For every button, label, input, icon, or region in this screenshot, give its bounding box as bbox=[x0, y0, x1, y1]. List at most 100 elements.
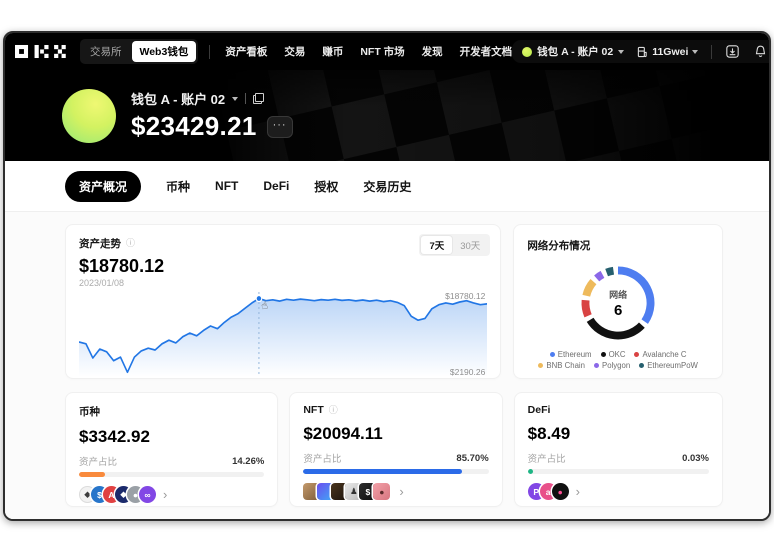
nft-progress-fill bbox=[303, 469, 463, 474]
chevron-down-icon bbox=[692, 49, 699, 54]
donut-segment-ethereumpow bbox=[605, 266, 615, 277]
chevron-right-icon[interactable]: › bbox=[399, 484, 404, 499]
donut-center-value: 6 bbox=[613, 301, 623, 319]
donut-center: 网络 6 bbox=[576, 261, 660, 345]
tab-coins[interactable]: 币种 bbox=[166, 179, 191, 194]
chevron-right-icon[interactable]: › bbox=[575, 484, 580, 499]
ratio-value: 14.26% bbox=[232, 455, 265, 467]
nav-item-dev-docs[interactable]: 开发者文档 bbox=[459, 46, 513, 58]
nft-ape-thumb bbox=[303, 483, 321, 500]
nav-divider bbox=[711, 44, 713, 59]
tab-defi[interactable]: DeFi bbox=[263, 179, 290, 193]
legend-dot bbox=[549, 352, 555, 357]
defi-value: $8.49 bbox=[527, 424, 571, 443]
app-window: 交易所 Web3钱包 资产看板 交易 赚币 NFT 市场 发现 开发者文档 钱包… bbox=[3, 31, 771, 521]
chart-high-label: $18780.12 bbox=[445, 291, 486, 301]
info-icon[interactable]: ⓘ bbox=[328, 404, 338, 415]
gas-value: 11Gwei bbox=[652, 45, 689, 58]
toggle-web3-wallet[interactable]: Web3钱包 bbox=[131, 41, 197, 62]
coins-value: $3342.92 bbox=[79, 427, 150, 446]
nav-menu: 资产看板 交易 赚币 NFT 市场 发现 开发者文档 bbox=[225, 44, 512, 59]
coins-token-row: ◆ $ A ◆ ● ∞ › bbox=[79, 486, 264, 503]
donut-segment-bnb-chain bbox=[582, 279, 597, 297]
tab-asset-overview[interactable]: 资产概况 bbox=[65, 170, 142, 202]
defi-card-title: DeFi bbox=[527, 404, 551, 416]
range-30d-button[interactable]: 30天 bbox=[452, 236, 488, 254]
okx-logo[interactable] bbox=[15, 44, 69, 59]
info-icon[interactable]: ⓘ bbox=[126, 238, 136, 248]
polygon-icon: ∞ bbox=[139, 486, 156, 503]
nav-divider bbox=[209, 44, 211, 59]
wallet-header: 钱包 A - 账户 02 $23429.21 ··· bbox=[5, 70, 769, 161]
product-toggle: 交易所 Web3钱包 bbox=[80, 39, 199, 64]
copy-address-icon[interactable] bbox=[253, 93, 265, 104]
legend-item-ethereum: Ethereum bbox=[549, 350, 592, 359]
toggle-exchange[interactable]: 交易所 bbox=[82, 41, 130, 62]
account-label: 钱包 A - 账户 02 bbox=[537, 46, 614, 58]
defi-black-icon: ● bbox=[551, 483, 569, 500]
nav-right: 钱包 A - 账户 02 11Gwei bbox=[512, 40, 769, 63]
legend-item-polygon: Polygon bbox=[594, 361, 630, 370]
gas-price[interactable]: 11Gwei bbox=[637, 45, 699, 58]
nft-card: NFT ⓘ $20094.11 资产占比 85.70% ♟ $ ● › bbox=[289, 392, 503, 507]
defi-progress-bar bbox=[527, 469, 709, 474]
line-chart[interactable]: $18780.12 $2190.26 ☝ bbox=[79, 291, 488, 377]
nft-value: $20094.11 bbox=[303, 424, 383, 443]
coins-progress-fill bbox=[79, 472, 106, 477]
legend-dot bbox=[639, 363, 645, 368]
nav-item-nft-market[interactable]: NFT 市场 bbox=[360, 46, 405, 58]
asset-trend-card: 资产走势 ⓘ 7天 30天 $18780.12 2023/01/08 bbox=[65, 224, 502, 379]
nav-item-asset-board[interactable]: 资产看板 bbox=[225, 46, 268, 58]
ratio-value: 0.03% bbox=[682, 452, 709, 464]
network-legend: Ethereum OKC Avalanche C BNB Chain Polygon Et… bbox=[527, 350, 709, 370]
chevron-right-icon[interactable]: › bbox=[163, 487, 168, 502]
nav-item-discover[interactable]: 发现 bbox=[421, 46, 443, 58]
defi-progress-fill bbox=[527, 469, 533, 474]
network-donut[interactable]: 网络 6 bbox=[576, 261, 660, 345]
legend-dot bbox=[600, 352, 606, 357]
download-icon[interactable] bbox=[725, 44, 740, 59]
nft-dark-thumb bbox=[331, 483, 349, 500]
ratio-label: 资产占比 bbox=[79, 457, 118, 468]
more-actions-button[interactable]: ··· bbox=[266, 115, 293, 138]
donut-segment-avalanche-c bbox=[581, 299, 592, 318]
network-donut-svg bbox=[581, 266, 655, 340]
account-selector[interactable]: 钱包 A - 账户 02 bbox=[522, 44, 625, 59]
asset-trend-title: 资产走势 bbox=[79, 238, 121, 250]
chevron-down-icon bbox=[618, 49, 625, 54]
tab-bar: 资产概况 币种 NFT DeFi 授权 交易历史 bbox=[5, 161, 769, 211]
coins-card-title: 币种 bbox=[79, 406, 100, 418]
backdrop-fade bbox=[5, 70, 769, 161]
coins-progress-bar bbox=[79, 472, 265, 477]
tab-approvals[interactable]: 授权 bbox=[314, 179, 339, 194]
chart-low-label: $2190.26 bbox=[449, 367, 486, 377]
wallet-name[interactable]: 钱包 A - 账户 02 bbox=[131, 92, 226, 107]
ratio-label: 资产占比 bbox=[303, 454, 342, 465]
nft-pink-thumb: ● bbox=[373, 483, 391, 500]
range-7d-button[interactable]: 7天 bbox=[421, 236, 453, 254]
nft-progress-bar bbox=[303, 469, 489, 474]
donut-center-label: 网络 bbox=[609, 289, 628, 300]
tab-nft[interactable]: NFT bbox=[215, 179, 239, 193]
nft-black-thumb: $ bbox=[359, 483, 377, 500]
legend-item-okc: OKC bbox=[600, 350, 625, 359]
nav-item-trade[interactable]: 交易 bbox=[284, 46, 306, 58]
top-navbar: 交易所 Web3钱包 资产看板 交易 赚币 NFT 市场 发现 开发者文档 钱包… bbox=[5, 33, 769, 70]
donut-segment-ethereum bbox=[617, 266, 655, 324]
line-chart-svg bbox=[79, 292, 488, 377]
donut-segment-polygon bbox=[594, 270, 605, 282]
divider bbox=[245, 93, 247, 104]
wallet-avatar[interactable] bbox=[62, 88, 116, 143]
chart-date: 2023/01/08 bbox=[79, 278, 125, 288]
nft-card-title: NFT bbox=[303, 404, 324, 416]
range-toggle: 7天 30天 bbox=[419, 234, 491, 256]
tab-history[interactable]: 交易历史 bbox=[363, 179, 412, 194]
chevron-down-icon[interactable] bbox=[232, 96, 239, 101]
nav-item-earn[interactable]: 赚币 bbox=[322, 46, 344, 58]
legend-item-ethereumpow: EthereumPoW bbox=[639, 361, 698, 370]
bell-icon[interactable] bbox=[753, 44, 768, 59]
nav-left: 交易所 Web3钱包 资产看板 交易 赚币 NFT 市场 发现 开发者文档 bbox=[15, 39, 512, 64]
network-distribution-card: 网络分布情况 网络 6 Ethereum OKC Avalanche C BNB Ch… bbox=[513, 224, 723, 379]
